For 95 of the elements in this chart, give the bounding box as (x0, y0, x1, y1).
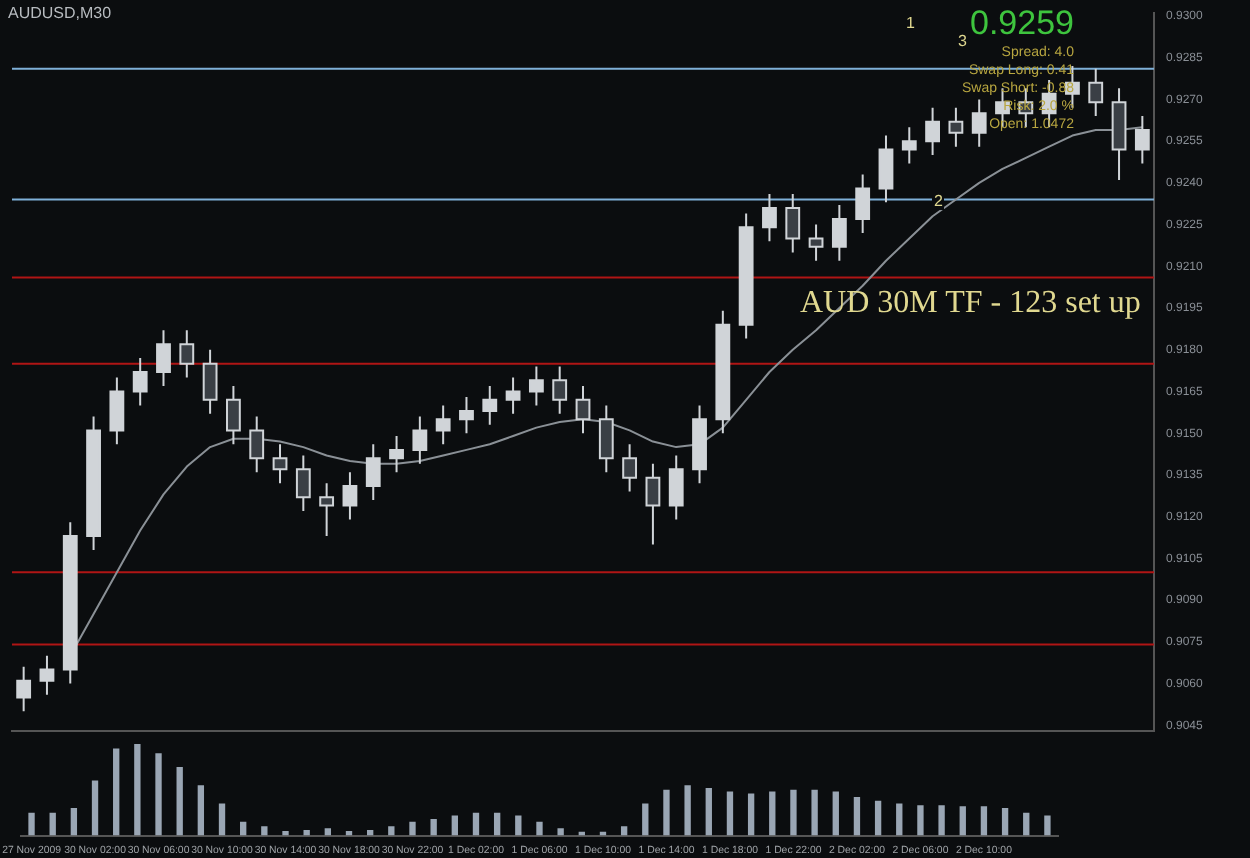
candlestick (1134, 115, 1150, 165)
candlestick (855, 173, 871, 234)
bar (726, 791, 734, 836)
candlestick (505, 376, 521, 415)
bar (917, 805, 924, 836)
bar (874, 800, 882, 836)
candlestick (925, 106, 940, 157)
candlestick (715, 309, 731, 435)
bar (705, 787, 712, 836)
candlestick (295, 454, 311, 513)
bar (113, 748, 120, 836)
bar (663, 789, 670, 836)
candlestick (762, 192, 777, 243)
bar (493, 812, 501, 836)
bar (240, 821, 247, 836)
candlestick (948, 106, 964, 148)
candlestick (249, 415, 265, 474)
bar (811, 789, 818, 836)
candlestick (1111, 87, 1127, 182)
bar (261, 826, 268, 836)
candlestick (598, 404, 614, 474)
bar (303, 830, 310, 836)
candlestick (179, 329, 195, 379)
bar (853, 797, 861, 836)
candlestick (878, 134, 894, 204)
bar (388, 826, 395, 836)
bar (769, 791, 776, 836)
candlestick (62, 521, 78, 685)
bar (832, 791, 839, 836)
bar (959, 806, 966, 836)
bar (536, 821, 543, 836)
bar (896, 803, 903, 836)
candlestick (971, 98, 987, 148)
candlestick (132, 357, 148, 407)
candlestick (831, 204, 847, 262)
bar (409, 821, 416, 836)
chart-title: AUDUSD,M30 (8, 4, 112, 22)
candlestick (528, 365, 544, 407)
bar (197, 785, 205, 836)
candlestick (459, 396, 474, 435)
bar (49, 812, 56, 836)
bar (1001, 808, 1009, 836)
candlestick (1088, 67, 1104, 118)
bar (451, 815, 458, 836)
bar (938, 805, 945, 836)
bar (324, 828, 332, 836)
candlestick (109, 376, 125, 446)
bar (176, 766, 183, 836)
candlestick (412, 415, 428, 465)
bar (282, 830, 289, 836)
bar (557, 828, 564, 836)
annotation: 2 (932, 192, 945, 210)
candlestick (389, 434, 404, 474)
bar (747, 793, 755, 836)
bar (1044, 815, 1051, 836)
candlestick (645, 462, 661, 546)
candlestick (226, 384, 241, 446)
candlestick (435, 404, 451, 446)
candlestick (482, 384, 498, 426)
candlestick (668, 454, 684, 521)
candlestick (16, 665, 32, 713)
bar (70, 808, 78, 836)
candlestick (785, 192, 801, 254)
candlestick (692, 404, 707, 485)
bar (515, 815, 522, 836)
candlestick (342, 471, 358, 521)
bar (155, 753, 162, 836)
bar (91, 780, 99, 836)
candlestick (808, 223, 824, 262)
candlestick (86, 415, 101, 552)
bar (134, 744, 141, 836)
bar (684, 785, 691, 836)
bar (472, 812, 480, 836)
candlestick (552, 365, 568, 415)
bar (620, 826, 628, 836)
candlestick (39, 654, 55, 696)
bar (28, 812, 35, 836)
candlestick (319, 482, 335, 538)
bar (980, 806, 988, 836)
bar (1023, 812, 1030, 836)
bar (790, 789, 797, 836)
candlestick (365, 443, 381, 501)
candlestick (901, 126, 917, 165)
candlestick (156, 329, 171, 387)
annotation: 3 (956, 32, 969, 50)
candlestick (738, 212, 754, 340)
bar (218, 803, 226, 836)
annotation: 1 (904, 14, 917, 32)
candlestick (202, 348, 218, 415)
bar (430, 819, 437, 836)
annotation: 0.9259 (970, 4, 1074, 42)
bar (642, 803, 649, 836)
candlestick (272, 443, 288, 485)
candlestick (575, 384, 591, 435)
candlestick (622, 443, 638, 493)
